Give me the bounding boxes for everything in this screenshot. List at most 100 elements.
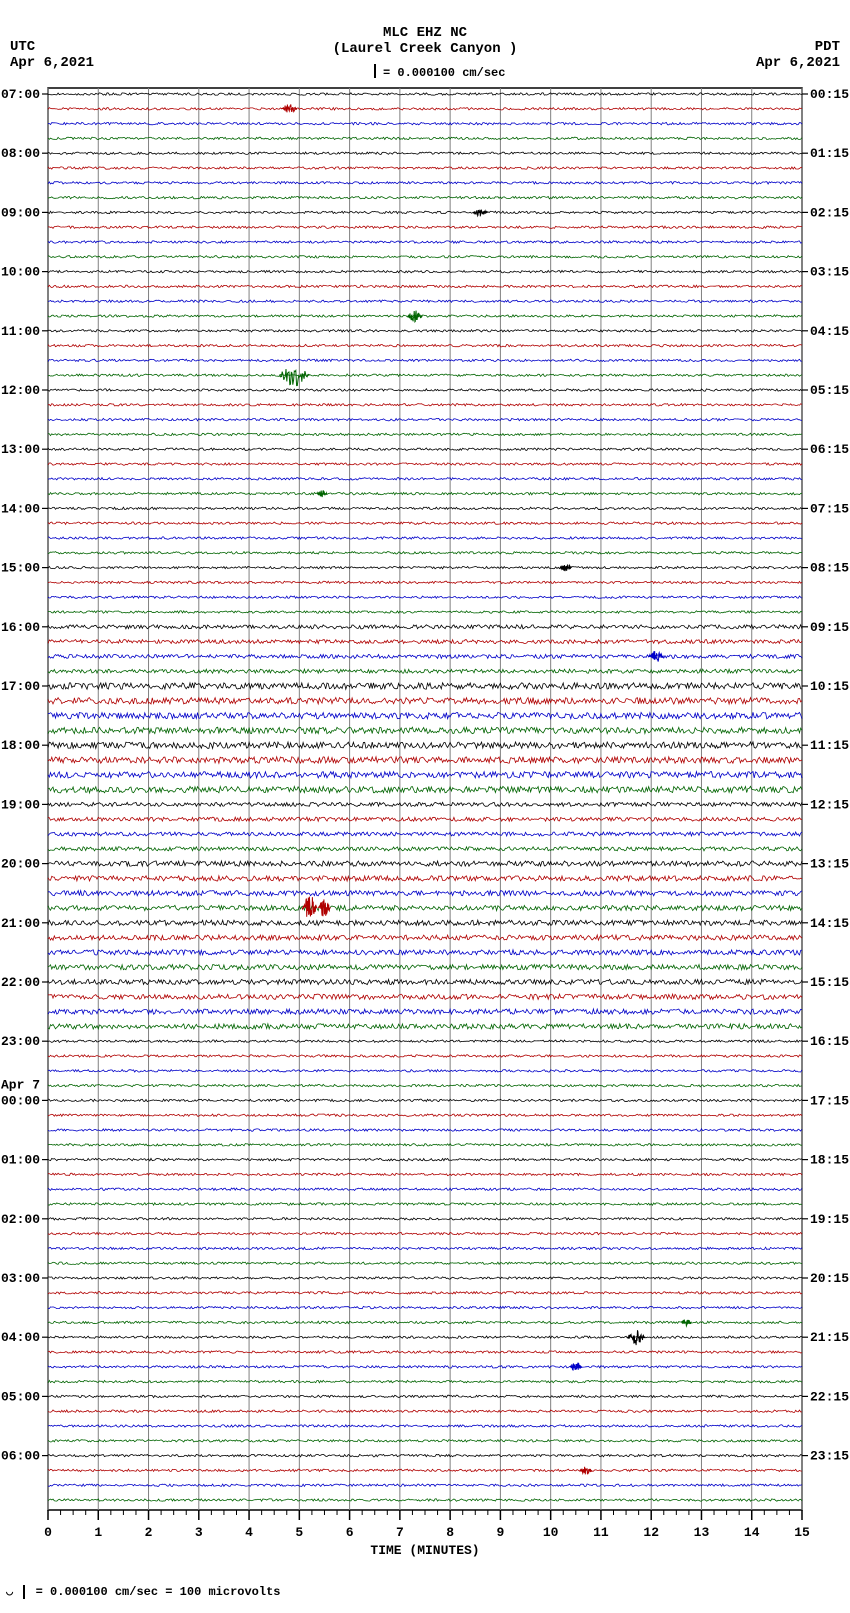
x-axis-title: TIME (MINUTES): [370, 1543, 479, 1558]
seismogram-trace: [48, 1099, 802, 1101]
seismogram-trace: [48, 1173, 802, 1175]
x-tick-label: 0: [44, 1525, 52, 1540]
x-tick-label: 11: [593, 1525, 609, 1540]
seismogram-trace: [48, 772, 802, 778]
pdt-hour-label: 01:15: [810, 146, 849, 161]
seismogram-trace: [48, 1469, 802, 1471]
utc-hour-label: 08:00: [1, 146, 40, 161]
footer-scale-mark: ◡: [6, 1585, 13, 1599]
utc-hour-label: 19:00: [1, 797, 40, 812]
utc-hour-label: 21:00: [1, 916, 40, 931]
seismogram-trace: [48, 1158, 802, 1160]
seismogram-trace: [48, 802, 802, 806]
utc-hour-label: 22:00: [1, 975, 40, 990]
seismogram-trace: [48, 196, 802, 198]
seismic-event: [282, 104, 297, 112]
pdt-hour-label: 20:15: [810, 1271, 849, 1286]
seismogram-trace: [48, 581, 802, 583]
seismogram-trace: [48, 950, 802, 955]
pdt-hour-label: 08:15: [810, 561, 849, 576]
utc-hour-label: 06:00: [1, 1449, 40, 1464]
seismogram-trace: [48, 1247, 802, 1249]
pdt-hour-label: 21:15: [810, 1330, 849, 1345]
seismogram-trace: [48, 891, 802, 896]
pdt-hour-label: 17:15: [810, 1093, 849, 1108]
seismogram-trace: [48, 1440, 802, 1442]
seismogram-trace: [48, 683, 802, 689]
x-tick-label: 6: [346, 1525, 354, 1540]
footer-scale-text: = 0.000100 cm/sec = 100 microvolts: [36, 1585, 281, 1599]
seismogram-trace: [48, 122, 802, 124]
utc-hour-label: 10:00: [1, 265, 40, 280]
pdt-hour-label: 00:15: [810, 87, 849, 102]
x-tick-label: 4: [245, 1525, 253, 1540]
seismogram-trace: [48, 566, 802, 568]
utc-hour-label: 11:00: [1, 324, 40, 339]
x-tick-label: 3: [195, 1525, 203, 1540]
pdt-hour-label: 03:15: [810, 265, 849, 280]
utc-hour-label: 03:00: [1, 1271, 40, 1286]
seismogram-trace: [48, 1188, 802, 1190]
seismogram-trace: [48, 786, 802, 792]
pdt-hour-label: 12:15: [810, 797, 849, 812]
seismogram-trace: [48, 552, 802, 554]
seismogram-trace: [48, 507, 802, 509]
pdt-hour-label: 09:15: [810, 620, 849, 635]
seismogram-trace: [48, 817, 802, 821]
seismogram-trace: [48, 640, 802, 644]
seismogram-trace: [48, 1380, 802, 1382]
seismogram-trace: [48, 994, 802, 999]
seismogram-trace: [48, 1232, 802, 1234]
seismogram-trace: [48, 742, 802, 748]
seismogram-trace: [48, 669, 802, 673]
utc-hour-label: 09:00: [1, 205, 40, 220]
seismic-event: [317, 490, 327, 497]
seismogram-trace: [48, 1218, 802, 1220]
seismogram-trace: [48, 433, 802, 435]
footer-scale-bar: [23, 1585, 25, 1599]
pdt-hour-label: 13:15: [810, 857, 849, 872]
seismogram-trace: [48, 905, 802, 910]
seismogram-trace: [48, 596, 802, 598]
x-tick-label: 5: [295, 1525, 303, 1540]
x-tick-label: 14: [744, 1525, 760, 1540]
seismogram-trace: [48, 1351, 802, 1353]
right-date: Apr 6,2021: [756, 55, 840, 71]
x-tick-label: 9: [496, 1525, 504, 1540]
seismogram-trace: [48, 256, 802, 258]
seismogram-trace: [48, 374, 802, 376]
utc-hour-label: 20:00: [1, 857, 40, 872]
seismogram-trace: [48, 979, 802, 984]
seismogram-trace: [48, 463, 802, 465]
seismogram-trace: [48, 1484, 802, 1486]
seismogram-trace: [48, 344, 802, 346]
seismogram-trace: [48, 270, 802, 272]
utc-hour-label: 13:00: [1, 442, 40, 457]
scale-text: = 0.000100 cm/sec: [383, 66, 505, 80]
utc-hour-label: 16:00: [1, 620, 40, 635]
seismogram-trace: [48, 182, 802, 184]
seismogram-trace: [48, 1366, 802, 1368]
pdt-hour-label: 22:15: [810, 1389, 849, 1404]
seismogram-trace: [48, 965, 802, 970]
seismogram-trace: [48, 522, 802, 524]
utc-hour-label: 02:00: [1, 1212, 40, 1227]
left-date: Apr 6,2021: [10, 55, 94, 71]
utc-hour-label: 23:00: [1, 1034, 40, 1049]
seismogram-trace: [48, 285, 802, 287]
pdt-hour-label: 05:15: [810, 383, 849, 398]
seismogram-trace: [48, 418, 802, 420]
seismogram-trace: [48, 315, 802, 317]
seismogram-trace: [48, 1425, 802, 1427]
seismogram-trace: [48, 108, 802, 110]
seismogram-trace: [48, 712, 802, 718]
seismogram-trace: [48, 300, 802, 302]
seismogram-trace: [48, 226, 802, 228]
seismic-event: [681, 1320, 691, 1326]
pdt-hour-label: 15:15: [810, 975, 849, 990]
pdt-hour-label: 07:15: [810, 501, 849, 516]
seismogram-trace: [48, 1084, 802, 1086]
utc-hour-label: 07:00: [1, 87, 40, 102]
x-tick-label: 8: [446, 1525, 454, 1540]
x-tick-label: 2: [145, 1525, 153, 1540]
